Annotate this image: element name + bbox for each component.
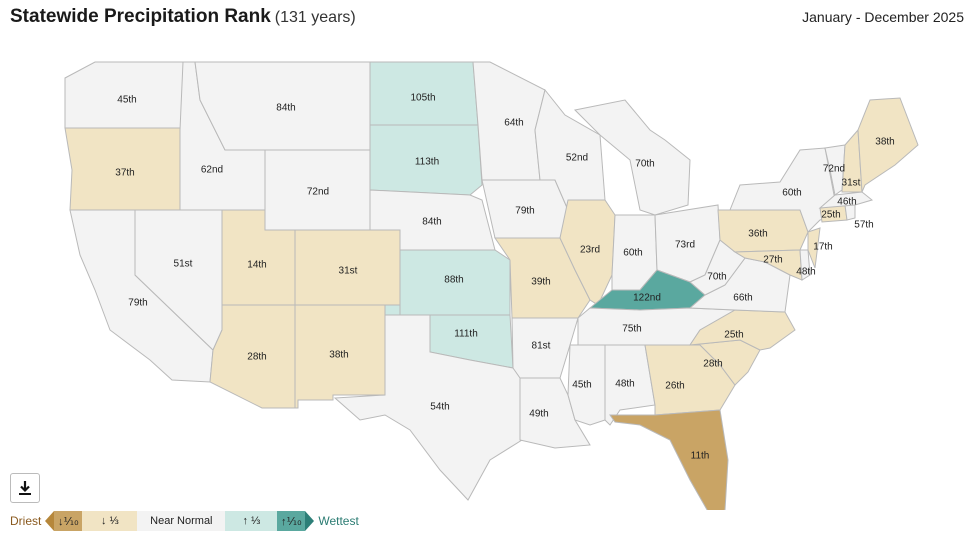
rank-label-NH: 31st — [842, 178, 861, 189]
state-ME[interactable] — [857, 97, 919, 193]
rank-label-AL: 48th — [615, 379, 634, 390]
rank-label-CA: 79th — [128, 298, 147, 309]
state-MI[interactable] — [573, 99, 691, 216]
rank-label-WY: 72nd — [307, 187, 329, 198]
state-VT[interactable] — [824, 144, 846, 196]
rank-label-OK: 111th — [454, 329, 478, 340]
map-subtitle: (131 years) — [274, 9, 356, 26]
rank-label-PA: 36th — [748, 229, 767, 240]
rank-label-MS: 45th — [572, 380, 591, 391]
rank-label-UT: 14th — [247, 260, 266, 271]
rank-label-DE: 48th — [796, 267, 815, 278]
rank-label-FL: 11th — [691, 451, 710, 462]
rank-label-KY: 122nd — [633, 293, 661, 304]
legend-near-normal: Near Normal — [137, 511, 226, 531]
state-layer — [64, 61, 919, 510]
rank-label-SC: 28th — [703, 359, 722, 370]
period-label: January - December 2025 — [802, 9, 964, 25]
rank-label-WV: 70th — [707, 272, 726, 283]
us-map: 45th 37th 79th 62nd 51st 84th 72nd 14th … — [64, 61, 919, 510]
rank-label-NM: 38th — [329, 350, 348, 361]
state-TX[interactable] — [333, 314, 523, 501]
rank-label-MN: 64th — [504, 118, 523, 129]
state-KS[interactable] — [399, 249, 511, 316]
rank-label-CO: 31st — [339, 266, 358, 277]
rank-label-NE: 84th — [422, 217, 441, 228]
legend-right-arrow — [305, 511, 315, 531]
legend-dry-third: ↓ ⅓ — [82, 511, 138, 531]
map-title: Statewide Precipitation Rank — [10, 6, 271, 27]
rank-label-OH: 73rd — [675, 240, 695, 251]
rank-label-IL: 23rd — [580, 245, 600, 256]
rank-label-MO: 39th — [531, 277, 550, 288]
rank-label-GA: 26th — [665, 381, 684, 392]
rank-label-VA: 66th — [733, 293, 752, 304]
rank-label-LA: 49th — [529, 409, 548, 420]
rank-label-RI: 57th — [854, 220, 873, 231]
rank-label-MI: 70th — [635, 159, 654, 170]
rank-label-AR: 81st — [532, 341, 551, 352]
rank-label-KS: 88th — [444, 275, 463, 286]
download-icon — [19, 481, 31, 495]
rank-label-OR: 37th — [115, 168, 134, 179]
rank-label-AZ: 28th — [247, 352, 266, 363]
state-FL[interactable] — [609, 409, 729, 510]
rank-label-NY: 60th — [782, 188, 801, 199]
title-row: Statewide Precipitation Rank (131 years) — [10, 6, 356, 28]
rank-label-MT: 84th — [276, 103, 295, 114]
rank-label-WA: 45th — [117, 95, 136, 106]
rank-label-WI: 52nd — [566, 153, 588, 164]
rank-labels: 45th 37th 79th 62nd 51st 84th 72nd 14th … — [115, 93, 894, 462]
rank-label-VT: 72nd — [823, 164, 845, 175]
legend-driest-tenth: ↓⅒ — [54, 511, 83, 531]
download-button[interactable] — [10, 473, 40, 503]
legend-driest-label: Driest — [10, 514, 42, 528]
rank-label-ND: 105th — [410, 93, 435, 104]
rank-label-ID: 62nd — [201, 165, 223, 176]
state-SD[interactable] — [369, 124, 483, 196]
rank-label-NJ: 17th — [813, 242, 832, 253]
legend-wet-third: ↑ ⅓ — [225, 511, 278, 531]
rank-label-CT: 25th — [821, 210, 840, 221]
rank-label-SD: 113th — [415, 157, 439, 168]
rank-label-NC: 25th — [724, 330, 743, 341]
rank-label-MA: 46th — [837, 197, 856, 208]
state-DE[interactable] — [799, 249, 811, 281]
legend-wettest-tenth: ↑⅒ — [277, 511, 306, 531]
state-LA[interactable] — [519, 377, 591, 449]
state-NJ[interactable] — [807, 227, 821, 269]
rank-label-IA: 79th — [515, 206, 534, 217]
rank-label-MD: 27th — [763, 255, 782, 266]
rank-label-IN: 60th — [623, 248, 642, 259]
rank-label-TN: 75th — [622, 324, 641, 335]
legend-left-arrow — [45, 511, 55, 531]
legend: Driest ↓⅒ ↓ ⅓ Near Normal ↑ ⅓ ↑⅒ Wettest — [10, 511, 359, 531]
legend-wettest-label: Wettest — [318, 514, 359, 528]
rank-label-TX: 54th — [430, 402, 449, 413]
rank-label-NV: 51st — [174, 259, 193, 270]
rank-label-ME: 38th — [875, 137, 894, 148]
